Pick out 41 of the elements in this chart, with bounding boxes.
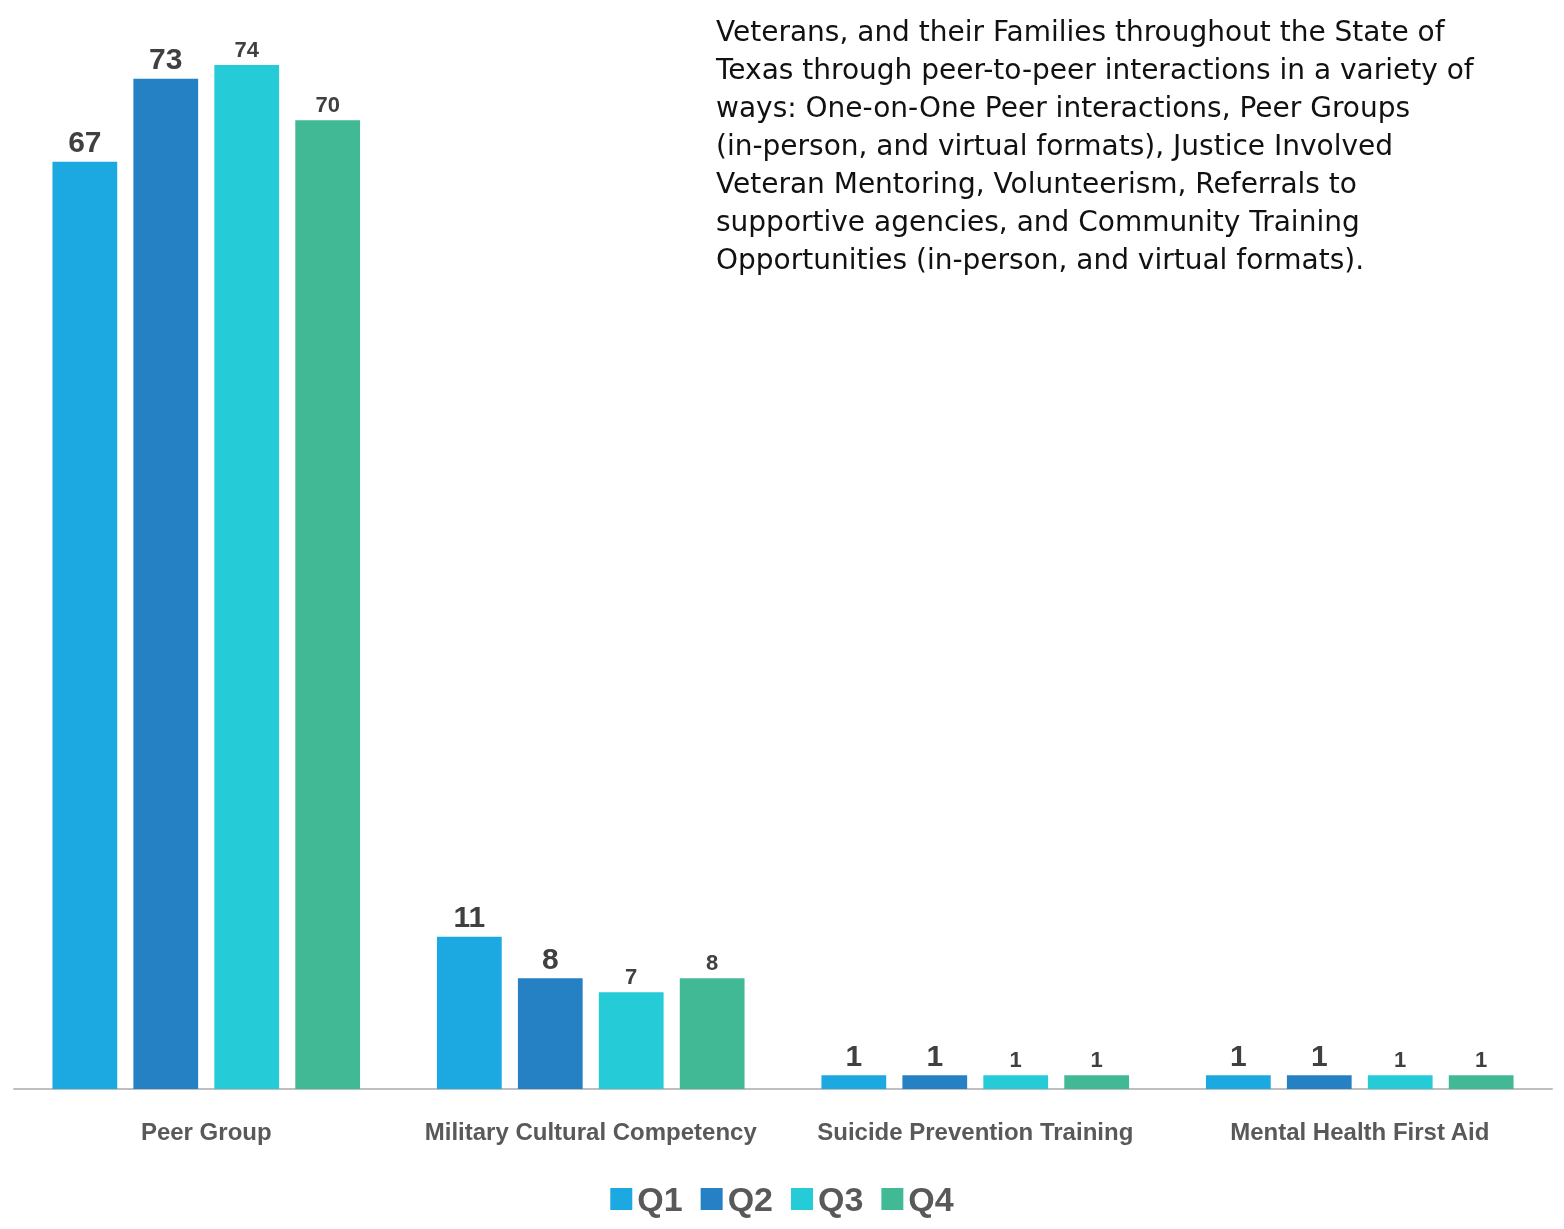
data-label: 1 <box>1310 1038 1328 1072</box>
legend-label: Q1 <box>637 1180 683 1218</box>
data-label: 1 <box>1009 1046 1022 1072</box>
x-tick-label: Mental Health First Aid <box>1230 1117 1490 1145</box>
data-label: 70 <box>315 91 340 117</box>
bar <box>214 65 280 1089</box>
data-label: 7 <box>625 963 638 989</box>
data-label: 1 <box>1229 1038 1247 1072</box>
annotation: Veterans, and their Families throughout the State of Texas through peer-to-peer interactions in a variety of ways: One-on-One Peer interactions, Peer Groups (in-person, and virtual formats), Justice Involved Veteran Mentoring, Volunteerism, Referrals to supportive agencies, and Community Training Opportunities (in-person, and virtual formats). <box>715 14 1483 276</box>
bar <box>52 161 118 1089</box>
bar <box>295 120 361 1089</box>
bar <box>1064 1075 1130 1089</box>
data-label: 1 <box>1475 1046 1488 1072</box>
bar <box>983 1075 1049 1089</box>
bar <box>133 78 199 1089</box>
data-label: 1 <box>1090 1046 1103 1072</box>
bar <box>1286 1075 1352 1089</box>
bar <box>679 978 745 1089</box>
legend-label: Q4 <box>908 1180 954 1218</box>
legend-label: Q3 <box>818 1180 864 1218</box>
x-tick-label: Suicide Prevention Training <box>817 1117 1134 1145</box>
x-tick-label: Peer Group <box>140 1117 272 1145</box>
data-label: 11 <box>453 900 486 934</box>
x-tick-label: Military Cultural Competency <box>424 1117 758 1145</box>
legend-label: Q2 <box>727 1180 773 1218</box>
bar <box>902 1075 968 1089</box>
data-label: 1 <box>845 1038 863 1072</box>
data-label: 74 <box>234 36 260 62</box>
bar <box>1205 1075 1271 1089</box>
bar <box>598 992 664 1089</box>
bar <box>821 1075 887 1089</box>
bar <box>1367 1075 1433 1089</box>
bar <box>1448 1075 1514 1089</box>
data-label: 8 <box>541 941 559 975</box>
data-label: 8 <box>706 949 719 975</box>
data-label: 73 <box>149 42 183 76</box>
data-label: 1 <box>926 1038 944 1072</box>
bar <box>436 936 502 1089</box>
data-label: 1 <box>1394 1046 1407 1072</box>
data-label: 67 <box>68 125 102 159</box>
bar <box>517 978 583 1089</box>
